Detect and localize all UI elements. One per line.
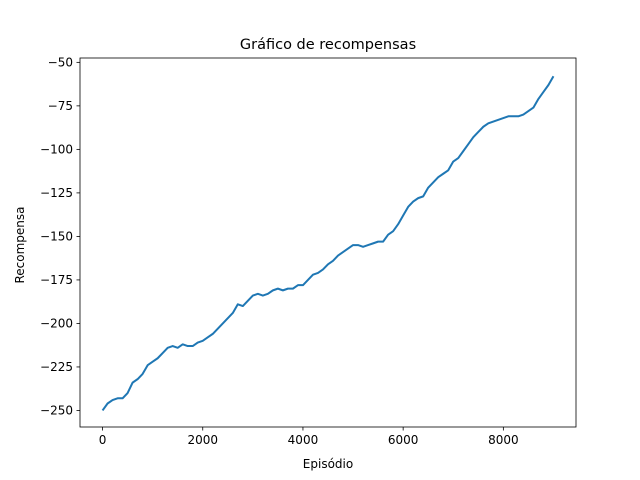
y-axis-ticks: −250 −225 −200 −175 −150 −125 −100 −75 −50 [40, 56, 80, 418]
y-tick-label: −200 [40, 317, 73, 331]
x-tick-label: 0 [99, 433, 107, 447]
x-axis-ticks: 0 2000 4000 6000 8000 [99, 427, 519, 447]
y-tick-label: −150 [40, 230, 73, 244]
chart-title: Gráfico de recompensas [240, 37, 416, 53]
reward-series-line [101, 75, 555, 412]
y-tick-label: −50 [48, 56, 73, 70]
y-tick-label: −225 [40, 360, 73, 374]
y-tick-label: −75 [48, 99, 73, 113]
y-axis-label: Recompensa [13, 206, 27, 283]
x-axis-label: Episódio [303, 457, 353, 471]
x-tick-label: 6000 [388, 433, 419, 447]
x-tick-label: 2000 [187, 433, 218, 447]
y-tick-label: −175 [40, 273, 73, 287]
y-tick-label: −125 [40, 186, 73, 200]
plot-frame [79, 57, 577, 428]
x-tick-label: 4000 [288, 433, 319, 447]
x-tick-label: 8000 [488, 433, 519, 447]
y-tick-label: −250 [40, 404, 73, 418]
plot-area [79, 57, 577, 428]
y-tick-label: −100 [40, 143, 73, 157]
